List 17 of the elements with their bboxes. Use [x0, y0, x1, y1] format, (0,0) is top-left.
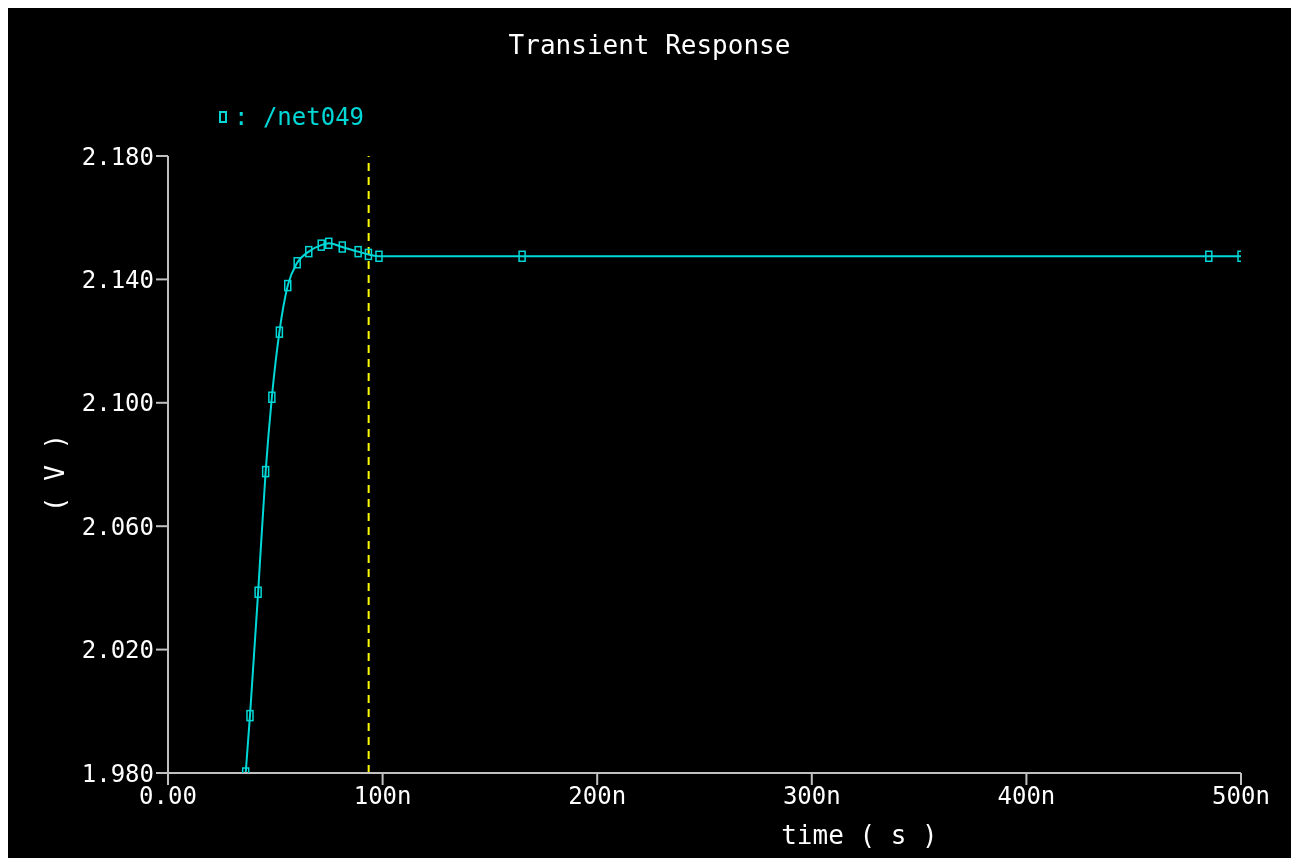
point	[338, 241, 347, 253]
y-tick-label: 2.100	[81, 389, 154, 418]
chart-title: Transient Response	[507, 30, 792, 60]
x-tick-label: 400n	[997, 782, 1056, 811]
y-tick-label: 2.060	[81, 512, 154, 541]
x-tick-label: 0.00	[139, 782, 197, 811]
point	[275, 326, 284, 338]
x-tick-label: 100n	[353, 782, 412, 811]
y-tick-label: 2.180	[81, 142, 154, 171]
x-tick-label: 500n	[1212, 782, 1270, 811]
x-axis-title: time ( s )	[781, 820, 938, 850]
y-tick-label: 2.140	[81, 265, 154, 294]
legend-label: : /net049	[233, 103, 365, 131]
x-tick-label: 200n	[568, 782, 627, 811]
x-tick-label: 300n	[782, 782, 841, 811]
y-tick-label: 2.020	[81, 636, 154, 665]
y-axis-title: ( V )	[40, 433, 71, 513]
